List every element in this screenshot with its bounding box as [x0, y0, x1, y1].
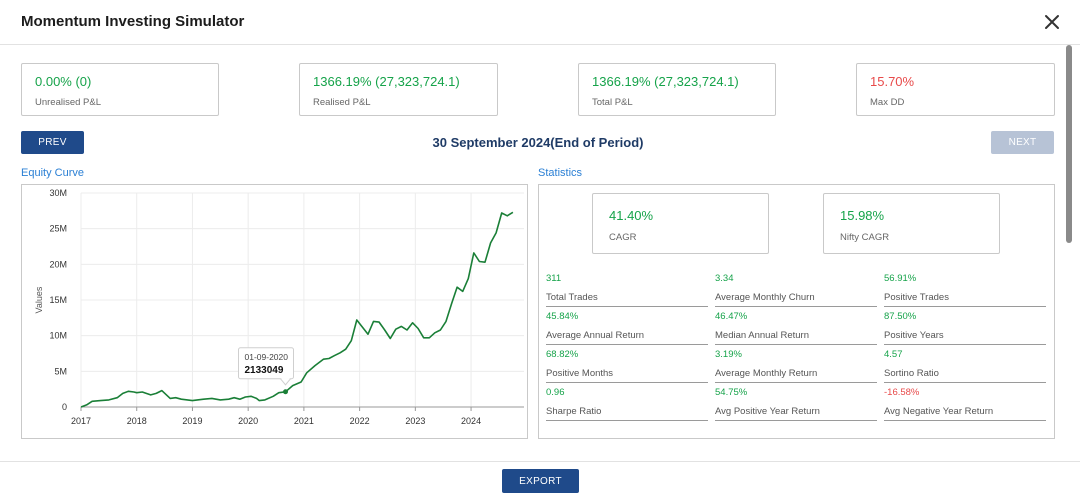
stat-value: 3.34 [715, 273, 734, 284]
stat-value: 56.91% [884, 273, 917, 284]
card-value: 0.00% (0) [35, 74, 92, 89]
card-value: 1366.19% (27,323,724.1) [592, 74, 739, 89]
card-unrealised-pnl: 0.00% (0) Unrealised P&L [21, 63, 219, 116]
modal-footer [0, 461, 1080, 496]
stat-item: 54.75% Avg Positive Year Return [715, 387, 877, 421]
card-label: Total P&L [592, 97, 633, 108]
stat-value: 54.75% [715, 387, 748, 398]
tooltip-arrow [280, 378, 291, 386]
x-tick-label: 2022 [350, 416, 370, 426]
stat-item: 3.34 Average Monthly Churn [715, 273, 877, 307]
equity-curve-panel: 0 5M 10M 15M 20M 25M 30M 2017 2018 2019 2020 2021 20… [21, 184, 528, 439]
stat-label: Total Trades [546, 292, 598, 303]
stat-label: Median Annual Return [715, 330, 810, 341]
x-tick-label: 2018 [127, 416, 147, 426]
y-tick-label: 20M [49, 259, 67, 269]
equity-curve-chart[interactable]: 0 5M 10M 15M 20M 25M 30M 2017 2018 2019 2020 2021 20… [22, 185, 527, 438]
stat-item: 3.19% Average Monthly Return [715, 349, 877, 383]
stat-item: 68.82% Positive Months [546, 349, 708, 383]
stat-item: 46.47% Median Annual Return [715, 311, 877, 345]
card-value: 15.70% [870, 74, 915, 89]
x-tick-label: 2017 [71, 416, 91, 426]
card-realised-pnl: 1366.19% (27,323,724.1) Realised P&L [299, 63, 498, 116]
equity-line [80, 211, 514, 408]
y-tick-label: 10M [49, 331, 67, 341]
stat-item: 56.91% Positive Trades [884, 273, 1046, 307]
modal-header: Momentum Investing Simulator [0, 0, 1080, 45]
x-tick-label: 2019 [182, 416, 202, 426]
stat-value: 0.96 [546, 387, 565, 398]
scrollbar[interactable] [1066, 45, 1072, 243]
tooltip-box [238, 347, 295, 380]
stat-value: 68.82% [546, 349, 579, 360]
stat-label: Sortino Ratio [884, 368, 939, 379]
y-tick-label: 25M [49, 224, 67, 234]
tooltip-point [283, 389, 289, 395]
card-label: Unrealised P&L [35, 97, 102, 108]
x-tick-label: 2023 [405, 416, 425, 426]
stat-label: Positive Trades [884, 292, 949, 303]
cagr-value: 41.40% [609, 208, 654, 223]
close-icon[interactable] [1040, 10, 1064, 34]
stat-label: Positive Months [546, 368, 614, 379]
card-total-pnl: 1366.19% (27,323,724.1) Total P&L [578, 63, 776, 116]
y-tick-label: 15M [49, 295, 67, 305]
card-label: Max DD [870, 97, 905, 108]
stat-value: 87.50% [884, 311, 917, 322]
next-button[interactable]: NEXT [991, 131, 1054, 154]
card-label: Realised P&L [313, 97, 371, 108]
y-tick-label: 30M [49, 188, 67, 198]
x-tick-label: 2020 [238, 416, 258, 426]
nifty-cagr-label: Nifty CAGR [840, 232, 890, 243]
stat-label: Average Monthly Churn [715, 292, 815, 303]
tooltip-value: 2133049 [245, 365, 284, 376]
prev-button[interactable]: PREV [21, 131, 84, 154]
cagr-label: CAGR [609, 232, 637, 243]
stat-value: 3.19% [715, 349, 742, 360]
stat-value: 45.84% [546, 311, 579, 322]
stat-label: Avg Positive Year Return [715, 406, 820, 417]
stat-item: 87.50% Positive Years [884, 311, 1046, 345]
x-tick-label: 2024 [461, 416, 481, 426]
stat-item: 45.84% Average Annual Return [546, 311, 708, 345]
y-tick-label: 5M [54, 366, 67, 376]
modal-title: Momentum Investing Simulator [21, 13, 245, 30]
tooltip-date: 01-09-2020 [245, 352, 289, 362]
period-title: 30 September 2024(End of Period) [432, 135, 644, 150]
nifty-cagr-card: 15.98% Nifty CAGR [823, 193, 1000, 254]
statistics-panel: 41.40% CAGR 15.98% Nifty CAGR 311 Total T… [538, 184, 1055, 439]
stat-item: 4.57 Sortino Ratio [884, 349, 1046, 383]
x-tick-label: 2021 [294, 416, 314, 426]
stat-value: 46.47% [715, 311, 748, 322]
y-tick-label: 0 [62, 402, 67, 412]
card-max-dd: 15.70% Max DD [856, 63, 1055, 116]
stat-label: Average Annual Return [546, 330, 645, 341]
stat-value: 4.57 [884, 349, 903, 360]
nifty-cagr-value: 15.98% [840, 208, 885, 223]
statistics-title: Statistics [538, 167, 583, 179]
card-value: 1366.19% (27,323,724.1) [313, 74, 460, 89]
y-axis-label: Values [34, 286, 44, 313]
stat-value: -16.58% [884, 387, 920, 398]
stat-value: 311 [546, 273, 562, 284]
export-button[interactable]: EXPORT [502, 469, 579, 493]
stat-item: 311 Total Trades [546, 273, 708, 307]
stat-label: Positive Years [884, 330, 944, 341]
stat-item: 0.96 Sharpe Ratio [546, 387, 708, 421]
stat-label: Avg Negative Year Return [884, 406, 994, 417]
stat-label: Average Monthly Return [715, 368, 818, 379]
stat-label: Sharpe Ratio [546, 406, 602, 417]
equity-curve-title: Equity Curve [21, 167, 84, 179]
stat-item: -16.58% Avg Negative Year Return [884, 387, 1046, 421]
cagr-card: 41.40% CAGR [592, 193, 769, 254]
